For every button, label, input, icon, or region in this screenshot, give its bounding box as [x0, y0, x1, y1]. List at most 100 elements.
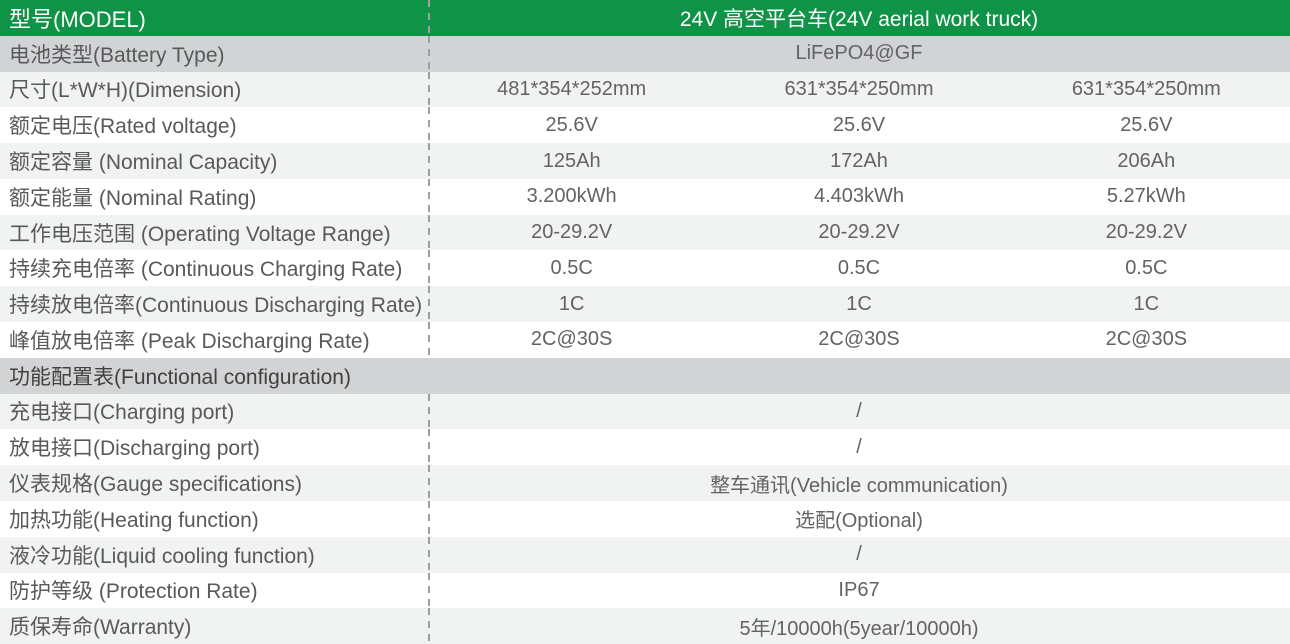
row-values: 25.6V 25.6V 25.6V [428, 107, 1290, 143]
row-label: 仪表规格(Gauge specifications) [9, 473, 302, 497]
value-cell-1: 2C@30S [530, 328, 613, 351]
value-cell-2: 20-29.2V [818, 221, 900, 244]
row-values: LiFePO4@GF [428, 36, 1290, 72]
table-row: 额定电压(Rated voltage) 25.6V 25.6V 25.6V [0, 107, 1290, 144]
row-values: 481*354*252mm 631*354*250mm 631*354*250m… [428, 72, 1290, 108]
row-label: 质保寿命(Warranty) [9, 616, 192, 640]
table-row: 额定能量 (Nominal Rating) 3.200kWh 4.403kWh … [0, 178, 1290, 215]
column-divider-dashed-line [428, 286, 430, 323]
row-values: 选配(Optional) [428, 501, 1290, 537]
column-divider-dashed-line [428, 214, 430, 251]
table-header-row: 型号(MODEL) 24V 高空平台车(24V aerial work truc… [0, 0, 1290, 36]
row-values: 整车通讯(Vehicle communication) [428, 465, 1290, 501]
value-cell-merged: / [856, 543, 862, 566]
column-divider-dashed-line [428, 572, 430, 609]
column-divider-dashed-line [428, 465, 430, 501]
row-values: IP67 [428, 573, 1290, 609]
value-cell-2: 25.6V [832, 113, 886, 136]
value-cell-merged: 选配(Optional) [795, 510, 923, 533]
value-cell-2: 631*354*250mm [784, 77, 934, 100]
row-label: 放电接口(Discharging port) [9, 437, 260, 461]
table-row: 加热功能(Heating function) 选配(Optional) [0, 500, 1290, 537]
value-cell-3: 206Ah [1117, 149, 1176, 172]
value-cell-2: 2C@30S [818, 328, 900, 351]
table-row: 放电接口(Discharging port) / [0, 429, 1290, 466]
column-divider-dashed-line [428, 71, 430, 108]
value-cell-2: 4.403kWh [813, 185, 905, 208]
row-label: 尺寸(L*W*H)(Dimension) [9, 79, 242, 103]
table-row: 质保寿命(Warranty) 5年/10000h(5year/10000h) [0, 608, 1290, 644]
row-values: 3.200kWh 4.403kWh 5.27kWh [428, 179, 1290, 215]
value-cell-3: 631*354*250mm [1071, 77, 1221, 100]
table-row: 充电接口(Charging port) / [0, 393, 1290, 430]
value-cell-merged: IP67 [838, 578, 880, 601]
value-cell-3: 25.6V [1120, 113, 1173, 136]
value-cell-1: 0.5C [550, 256, 593, 279]
header-values: 24V 高空平台车(24V aerial work truck) [428, 0, 1290, 36]
table-row: 仪表规格(Gauge specifications) 整车通讯(Vehicle … [0, 465, 1290, 501]
model-header-label: 型号(MODEL) [9, 6, 146, 32]
value-cell-3: 5.27kWh [1106, 185, 1186, 208]
row-values: 1C 1C 1C [428, 286, 1290, 322]
row-label: 防护等级 (Protection Rate) [9, 580, 258, 604]
value-cell-3: 20-29.2V [1105, 221, 1187, 244]
row-label: 加热功能(Heating function) [9, 508, 259, 532]
value-cell-3: 2C@30S [1105, 328, 1188, 351]
value-cell-merged: 5年/10000h(5year/10000h) [739, 617, 979, 640]
value-cell-2: 172Ah [830, 149, 888, 172]
value-cell-1: 125Ah [542, 149, 601, 172]
value-cell-1: 20-29.2V [531, 221, 613, 244]
value-cell-3: 0.5C [1125, 256, 1168, 279]
column-divider-dashed-line [428, 500, 430, 537]
table-row: 工作电压范围 (Operating Voltage Range) 20-29.2… [0, 214, 1290, 251]
row-label: 电池类型(Battery Type) [9, 43, 225, 67]
row-values: 2C@30S 2C@30S 2C@30S [428, 322, 1290, 358]
row-values: 125Ah 172Ah 206Ah [428, 143, 1290, 179]
column-divider-dashed-line [428, 143, 430, 179]
table-row: 防护等级 (Protection Rate) IP67 [0, 572, 1290, 609]
column-divider-dashed-line [428, 107, 430, 144]
row-label: 额定容量 (Nominal Capacity) [9, 151, 278, 175]
value-cell-merged: 整车通讯(Vehicle communication) [710, 474, 1008, 497]
value-cell-2: 1C [846, 292, 872, 315]
row-values: / [428, 429, 1290, 465]
row-label: 峰值放电倍率 (Peak Discharging Rate) [9, 329, 370, 353]
value-cell-merged: / [856, 399, 862, 422]
row-values: 0.5C 0.5C 0.5C [428, 250, 1290, 286]
column-divider-dashed-line [428, 429, 430, 466]
value-cell-merged: LiFePO4@GF [795, 42, 923, 65]
row-label: 额定电压(Rated voltage) [9, 115, 237, 139]
row-values: / [428, 394, 1290, 430]
section-header-label: 功能配置表(Functional configuration) [9, 365, 351, 389]
row-label: 持续充电倍率 (Continuous Charging Rate) [9, 258, 403, 282]
column-divider-dashed-line [428, 608, 430, 644]
table-row: 电池类型(Battery Type) LiFePO4@GF [0, 35, 1290, 72]
column-divider-dashed-line [428, 35, 430, 72]
row-values: 20-29.2V 20-29.2V 20-29.2V [428, 215, 1290, 251]
row-label: 液冷功能(Liquid cooling function) [9, 544, 315, 568]
value-cell-1: 481*354*252mm [497, 77, 647, 100]
column-divider-dashed-line [428, 322, 430, 358]
row-label: 充电接口(Charging port) [9, 401, 235, 425]
value-cell-2: 0.5C [837, 256, 881, 279]
column-divider-dashed-line [428, 250, 430, 287]
table-row: 液冷功能(Liquid cooling function) / [0, 536, 1290, 573]
row-values: / [428, 537, 1290, 573]
column-divider-dashed-line [428, 0, 430, 36]
section-header-row: 功能配置表(Functional configuration) [0, 357, 1290, 394]
value-cell-1: 1C [558, 292, 585, 315]
table-row: 持续放电倍率(Continuous Discharging Rate) 1C 1… [0, 286, 1290, 323]
value-cell-merged: / [856, 435, 862, 458]
table-row: 额定容量 (Nominal Capacity) 125Ah 172Ah 206A… [0, 143, 1290, 179]
table-row: 尺寸(L*W*H)(Dimension) 481*354*252mm 631*3… [0, 71, 1290, 108]
column-divider-dashed-line [428, 393, 430, 430]
value-cell-3: 1C [1133, 292, 1160, 315]
column-divider-dashed-line [428, 536, 430, 573]
row-label: 持续放电倍率(Continuous Discharging Rate) [9, 294, 423, 318]
column-divider-dashed-line [428, 178, 430, 215]
table-row: 持续充电倍率 (Continuous Charging Rate) 0.5C 0… [0, 250, 1290, 287]
table-row: 峰值放电倍率 (Peak Discharging Rate) 2C@30S 2C… [0, 322, 1290, 358]
row-label: 工作电压范围 (Operating Voltage Range) [9, 222, 391, 246]
value-cell-1: 3.200kWh [526, 185, 617, 208]
